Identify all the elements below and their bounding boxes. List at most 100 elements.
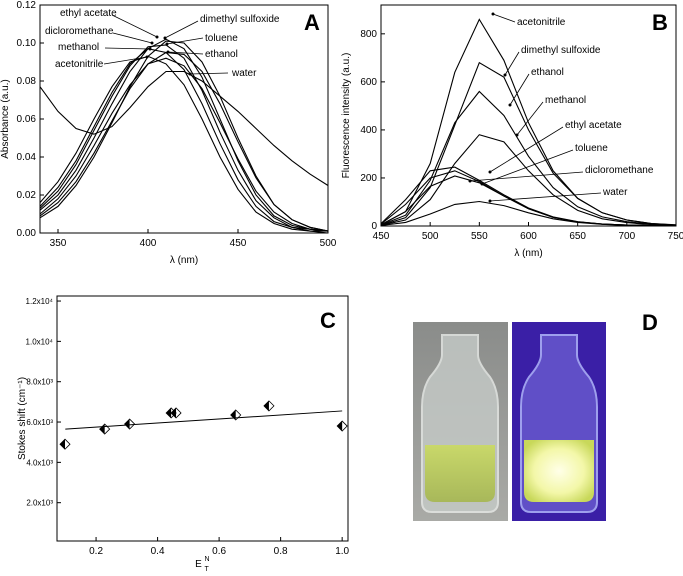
- spectrum-line: [39, 55, 329, 234]
- label-arrow: [164, 20, 199, 39]
- y-tick-label: 4.0x10³: [26, 458, 53, 467]
- series-label: dimethyl sulfoxide: [521, 45, 601, 56]
- label-arrow: [516, 101, 544, 136]
- y-axis-label: Fluorescence intensity (a.u.): [341, 53, 352, 179]
- spectrum-line: [39, 38, 329, 232]
- series-label: dimethyl sulfoxide: [200, 14, 280, 25]
- x-tick-label: 500: [422, 231, 439, 242]
- spectrum-line: [39, 44, 329, 232]
- label-arrow: [489, 192, 602, 202]
- plot-frame: [56, 295, 349, 542]
- x-tick-label: 450: [230, 238, 247, 249]
- y-tick-label: 200: [360, 173, 377, 184]
- diamond-left: [99, 424, 105, 435]
- x-tick-label: 750: [668, 231, 683, 242]
- diamond-left: [59, 439, 65, 450]
- y-tick-label: 0: [371, 221, 377, 232]
- diamond: [99, 423, 111, 435]
- label-arrow: [103, 56, 148, 65]
- label-arrow: [111, 14, 158, 38]
- spectrum-line: [39, 51, 329, 232]
- label-arrow: [104, 47, 151, 50]
- series-label: ethanol: [205, 49, 238, 60]
- y-tick-label: 1.2x10⁴: [26, 297, 54, 306]
- y-tick-label: 0.02: [17, 190, 37, 201]
- arrow-head: [515, 133, 519, 137]
- label-arrow: [167, 51, 204, 55]
- y-tick-label: 0.08: [17, 76, 37, 87]
- arrow-head: [468, 179, 472, 183]
- y-tick-label: 0.04: [17, 152, 37, 163]
- label-arrow: [504, 51, 520, 76]
- panel-label: D: [642, 310, 658, 335]
- spectrum-line: [380, 134, 677, 227]
- spectrum-line: [39, 48, 328, 232]
- series-label: acetonitrile: [55, 59, 104, 70]
- x-tick-label: 0.2: [89, 546, 103, 557]
- y-tick-label: 0.10: [17, 38, 37, 49]
- arrow-head: [150, 41, 154, 45]
- label-arrow: [509, 73, 530, 106]
- x-tick-label: 0.8: [274, 546, 288, 557]
- x-tick-label: 400: [140, 238, 157, 249]
- data-point: [230, 409, 242, 421]
- plot-frame: [39, 4, 329, 234]
- panel-label: A: [304, 10, 320, 35]
- y-tick-label: 800: [360, 29, 377, 40]
- arrow-head: [491, 12, 495, 16]
- diamond-left: [263, 400, 269, 411]
- fit-line: [65, 410, 343, 430]
- diamond-left: [124, 419, 130, 430]
- diamond-left: [230, 409, 236, 420]
- x-axis-label-sup: N: [205, 556, 210, 563]
- photo-daylight: [413, 322, 508, 521]
- label-arrow: [489, 126, 564, 173]
- data-point: [59, 438, 71, 450]
- spectrum-line: [39, 57, 329, 232]
- y-tick-label: 400: [360, 125, 377, 136]
- x-tick-label: 500: [320, 238, 337, 249]
- series-label: water: [602, 187, 628, 198]
- y-tick-label: 1.0x10⁴: [26, 337, 54, 346]
- diamond: [263, 400, 275, 412]
- y-tick-label: 0.12: [17, 0, 37, 11]
- label-arrow: [112, 32, 153, 44]
- series-label: dicloromethane: [585, 165, 654, 176]
- y-axis-label: Absorbance (a.u.): [0, 79, 11, 159]
- arrow-head: [188, 72, 192, 76]
- arrow-head: [166, 50, 170, 54]
- diamond-left: [166, 407, 172, 418]
- series-label: dicloromethane: [45, 26, 114, 37]
- diamond-left: [337, 421, 343, 432]
- x-axis-label: λ (nm): [170, 255, 198, 266]
- x-axis-label: E: [195, 559, 202, 570]
- arrow-head: [148, 47, 152, 51]
- data-point: [336, 420, 348, 432]
- y-tick-label: 600: [360, 77, 377, 88]
- label-arrow: [481, 149, 574, 185]
- x-tick-label: 600: [520, 231, 537, 242]
- data-point: [99, 423, 111, 435]
- x-axis-label: λ (nm): [514, 248, 542, 259]
- y-tick-label: 0.00: [17, 228, 37, 239]
- label-arrow: [492, 13, 516, 23]
- series-label: methanol: [58, 42, 99, 53]
- y-axis-label: Stokes shift (cm⁻¹): [17, 377, 28, 460]
- label-arrow: [189, 72, 229, 75]
- arrow-head: [163, 36, 167, 40]
- series-label: ethyl acetate: [565, 120, 622, 131]
- spectrum-line: [39, 70, 329, 186]
- photo-uv: [512, 322, 606, 521]
- diamond: [336, 420, 348, 432]
- series-label: toluene: [205, 33, 238, 44]
- label-arrow: [166, 37, 204, 45]
- panel-label: B: [652, 10, 668, 35]
- series-label: ethanol: [531, 67, 564, 78]
- data-point: [124, 418, 136, 430]
- arrow-head: [488, 170, 492, 174]
- diamond: [59, 438, 71, 450]
- y-tick-label: 0.06: [17, 114, 37, 125]
- x-tick-label: 1.0: [335, 546, 349, 557]
- x-tick-label: 0.4: [151, 546, 165, 557]
- x-tick-label: 700: [618, 231, 635, 242]
